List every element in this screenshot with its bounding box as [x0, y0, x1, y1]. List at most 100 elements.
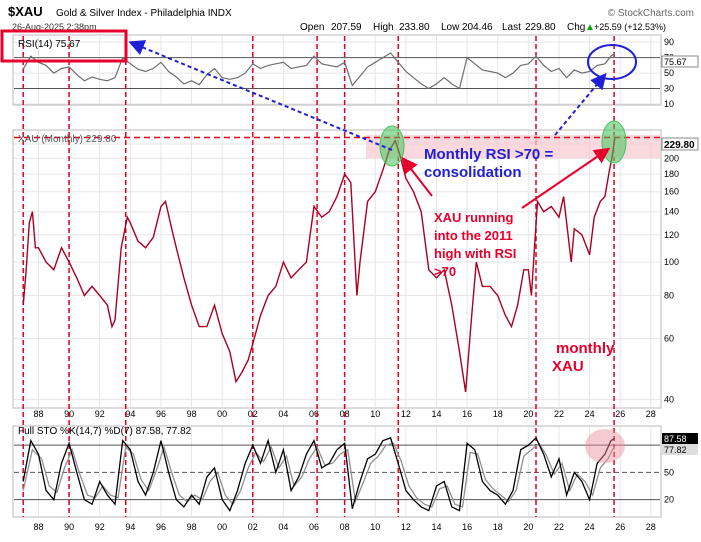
series-layer [22, 52, 616, 512]
price-x-tick-label: 00 [217, 409, 227, 419]
open-label: Open [300, 22, 324, 33]
stoch-x-tick-label: 16 [462, 522, 472, 532]
stoch-x-tick-label: 94 [125, 522, 135, 532]
rsi-y-tick-label: 10 [664, 99, 674, 109]
stoch-x-tick-label: 02 [248, 522, 258, 532]
year-markers-layer [22, 36, 615, 517]
price-x-tick-label: 28 [646, 409, 656, 419]
high-value: 233.80 [399, 22, 430, 33]
date-label: 26-Aug-2025 2:38pm [12, 22, 97, 32]
stoch-x-tick-label: 28 [646, 522, 656, 532]
price-y-tick-label: 40 [664, 394, 674, 404]
price-x-tick-label: 12 [401, 409, 411, 419]
chg-value: +25.59 (+12.53%) [594, 22, 666, 32]
stoch-d-last-tag [662, 444, 698, 455]
red-arrow-to-2025 [521, 147, 611, 209]
rsi-last-value: 75.67 [664, 57, 687, 67]
resistance-band-layer [14, 134, 660, 159]
symbol: $XAU [8, 4, 43, 19]
blue-circle-rsi [587, 44, 637, 80]
price-y-tick-label: 80 [664, 291, 674, 301]
xau-note-line2: into the 2011 [434, 228, 513, 243]
monthly-label: monthly [556, 340, 615, 357]
stoch-x-tick-label: 20 [523, 522, 533, 532]
price-x-tick-label: 18 [493, 409, 503, 419]
high-label: High [373, 22, 394, 33]
price-x-tick-label: 88 [33, 409, 43, 419]
stoch-x-tick-label: 88 [33, 522, 43, 532]
price-x-tick-label: 14 [431, 409, 441, 419]
stoch-x-tick-label: 98 [187, 522, 197, 532]
stoch-d-last-value: 77.82 [664, 445, 687, 455]
rsi-last-tag [661, 55, 699, 68]
green-oval-2011 [379, 125, 405, 167]
price-x-tick-label: 06 [309, 409, 319, 419]
blue-arrow-to-rsi-legend [128, 40, 393, 151]
xau-label: XAU [552, 358, 584, 375]
stoch-k-last-value: 87.58 [664, 434, 687, 444]
chg-arrow-icon: ▲ [585, 22, 595, 33]
price-series-line [22, 137, 616, 393]
blue-arrow-to-rsi-circle [554, 72, 607, 136]
index-name: Gold & Silver Index - Philadelphia INDX [56, 8, 232, 19]
brand-watermark: © StockCharts.com [608, 8, 694, 19]
price-x-tick-label: 16 [462, 409, 472, 419]
pink-oval-stoch [585, 429, 625, 463]
red-arrow-to-2011 [401, 156, 433, 197]
stoch-k-line [22, 436, 616, 512]
price-x-tick-label: 10 [370, 409, 380, 419]
stoch-legend: Full STO %K(14,7) %D(7) 87.58, 77.82 [18, 426, 192, 437]
stoch-x-tick-label: 10 [370, 522, 380, 532]
price-y-tick-label: 100 [664, 257, 679, 267]
stoch-x-tick-label: 92 [95, 522, 105, 532]
stoch-x-tick-label: 14 [431, 522, 441, 532]
stoch-d-line [22, 442, 616, 508]
stoch-x-tick-label: 90 [64, 522, 74, 532]
price-last-tag [661, 137, 699, 151]
rsi-y-tick-label: 50 [664, 68, 674, 78]
price-x-tick-label: 92 [95, 409, 105, 419]
price-x-tick-label: 24 [585, 409, 595, 419]
stoch-x-tick-label: 08 [340, 522, 350, 532]
resistance-band [366, 134, 660, 159]
low-value: 204.46 [462, 22, 493, 33]
price-y-tick-label: 160 [664, 187, 679, 197]
stoch-x-tick-label: 22 [554, 522, 564, 532]
last-label: Last [502, 22, 521, 33]
last-value: 229.80 [525, 22, 556, 33]
xau-note-line1: XAU running [434, 210, 513, 225]
price-x-tick-label: 04 [278, 409, 288, 419]
xau-note-line3: high with RSI [434, 246, 516, 261]
price-y-tick-label: 60 [664, 334, 674, 344]
rsi-legend: RSI(14) 75.67 [18, 39, 81, 50]
price-legend: XAU (Monthly) 229.80 [18, 134, 117, 145]
rsi-y-tick-label: 30 [664, 84, 674, 94]
stoch-x-tick-label: 12 [401, 522, 411, 532]
stoch-y-tick-label: 20 [664, 495, 674, 505]
rsi-note-line1: Monthly RSI >70 = [424, 146, 553, 163]
price-x-tick-label: 26 [615, 409, 625, 419]
chg-label: Chg [567, 22, 585, 33]
rsi-legend-highlight-box [0, 29, 128, 63]
stoch-x-tick-label: 24 [585, 522, 595, 532]
rsi-y-tick-label: 90 [664, 37, 674, 47]
price-y-tick-label: 120 [664, 230, 679, 240]
price-x-tick-label: 22 [554, 409, 564, 419]
open-value: 207.59 [331, 22, 362, 33]
rsi-panel [12, 34, 662, 106]
price-x-tick-label: 96 [156, 409, 166, 419]
price-x-tick-label: 20 [523, 409, 533, 419]
stoch-x-tick-label: 96 [156, 522, 166, 532]
stoch-x-tick-label: 18 [493, 522, 503, 532]
green-oval-2025 [601, 120, 627, 164]
low-label: Low [441, 22, 460, 33]
stoch-k-last-tag [662, 433, 698, 444]
stoch-x-tick-label: 00 [217, 522, 227, 532]
price-x-tick-label: 98 [187, 409, 197, 419]
stoch-x-tick-label: 26 [615, 522, 625, 532]
xau-note-line4: >70 [434, 264, 456, 279]
rsi-note-line2: consolidation [424, 164, 522, 181]
price-x-tick-label: 94 [125, 409, 135, 419]
stoch-panel [12, 425, 662, 518]
